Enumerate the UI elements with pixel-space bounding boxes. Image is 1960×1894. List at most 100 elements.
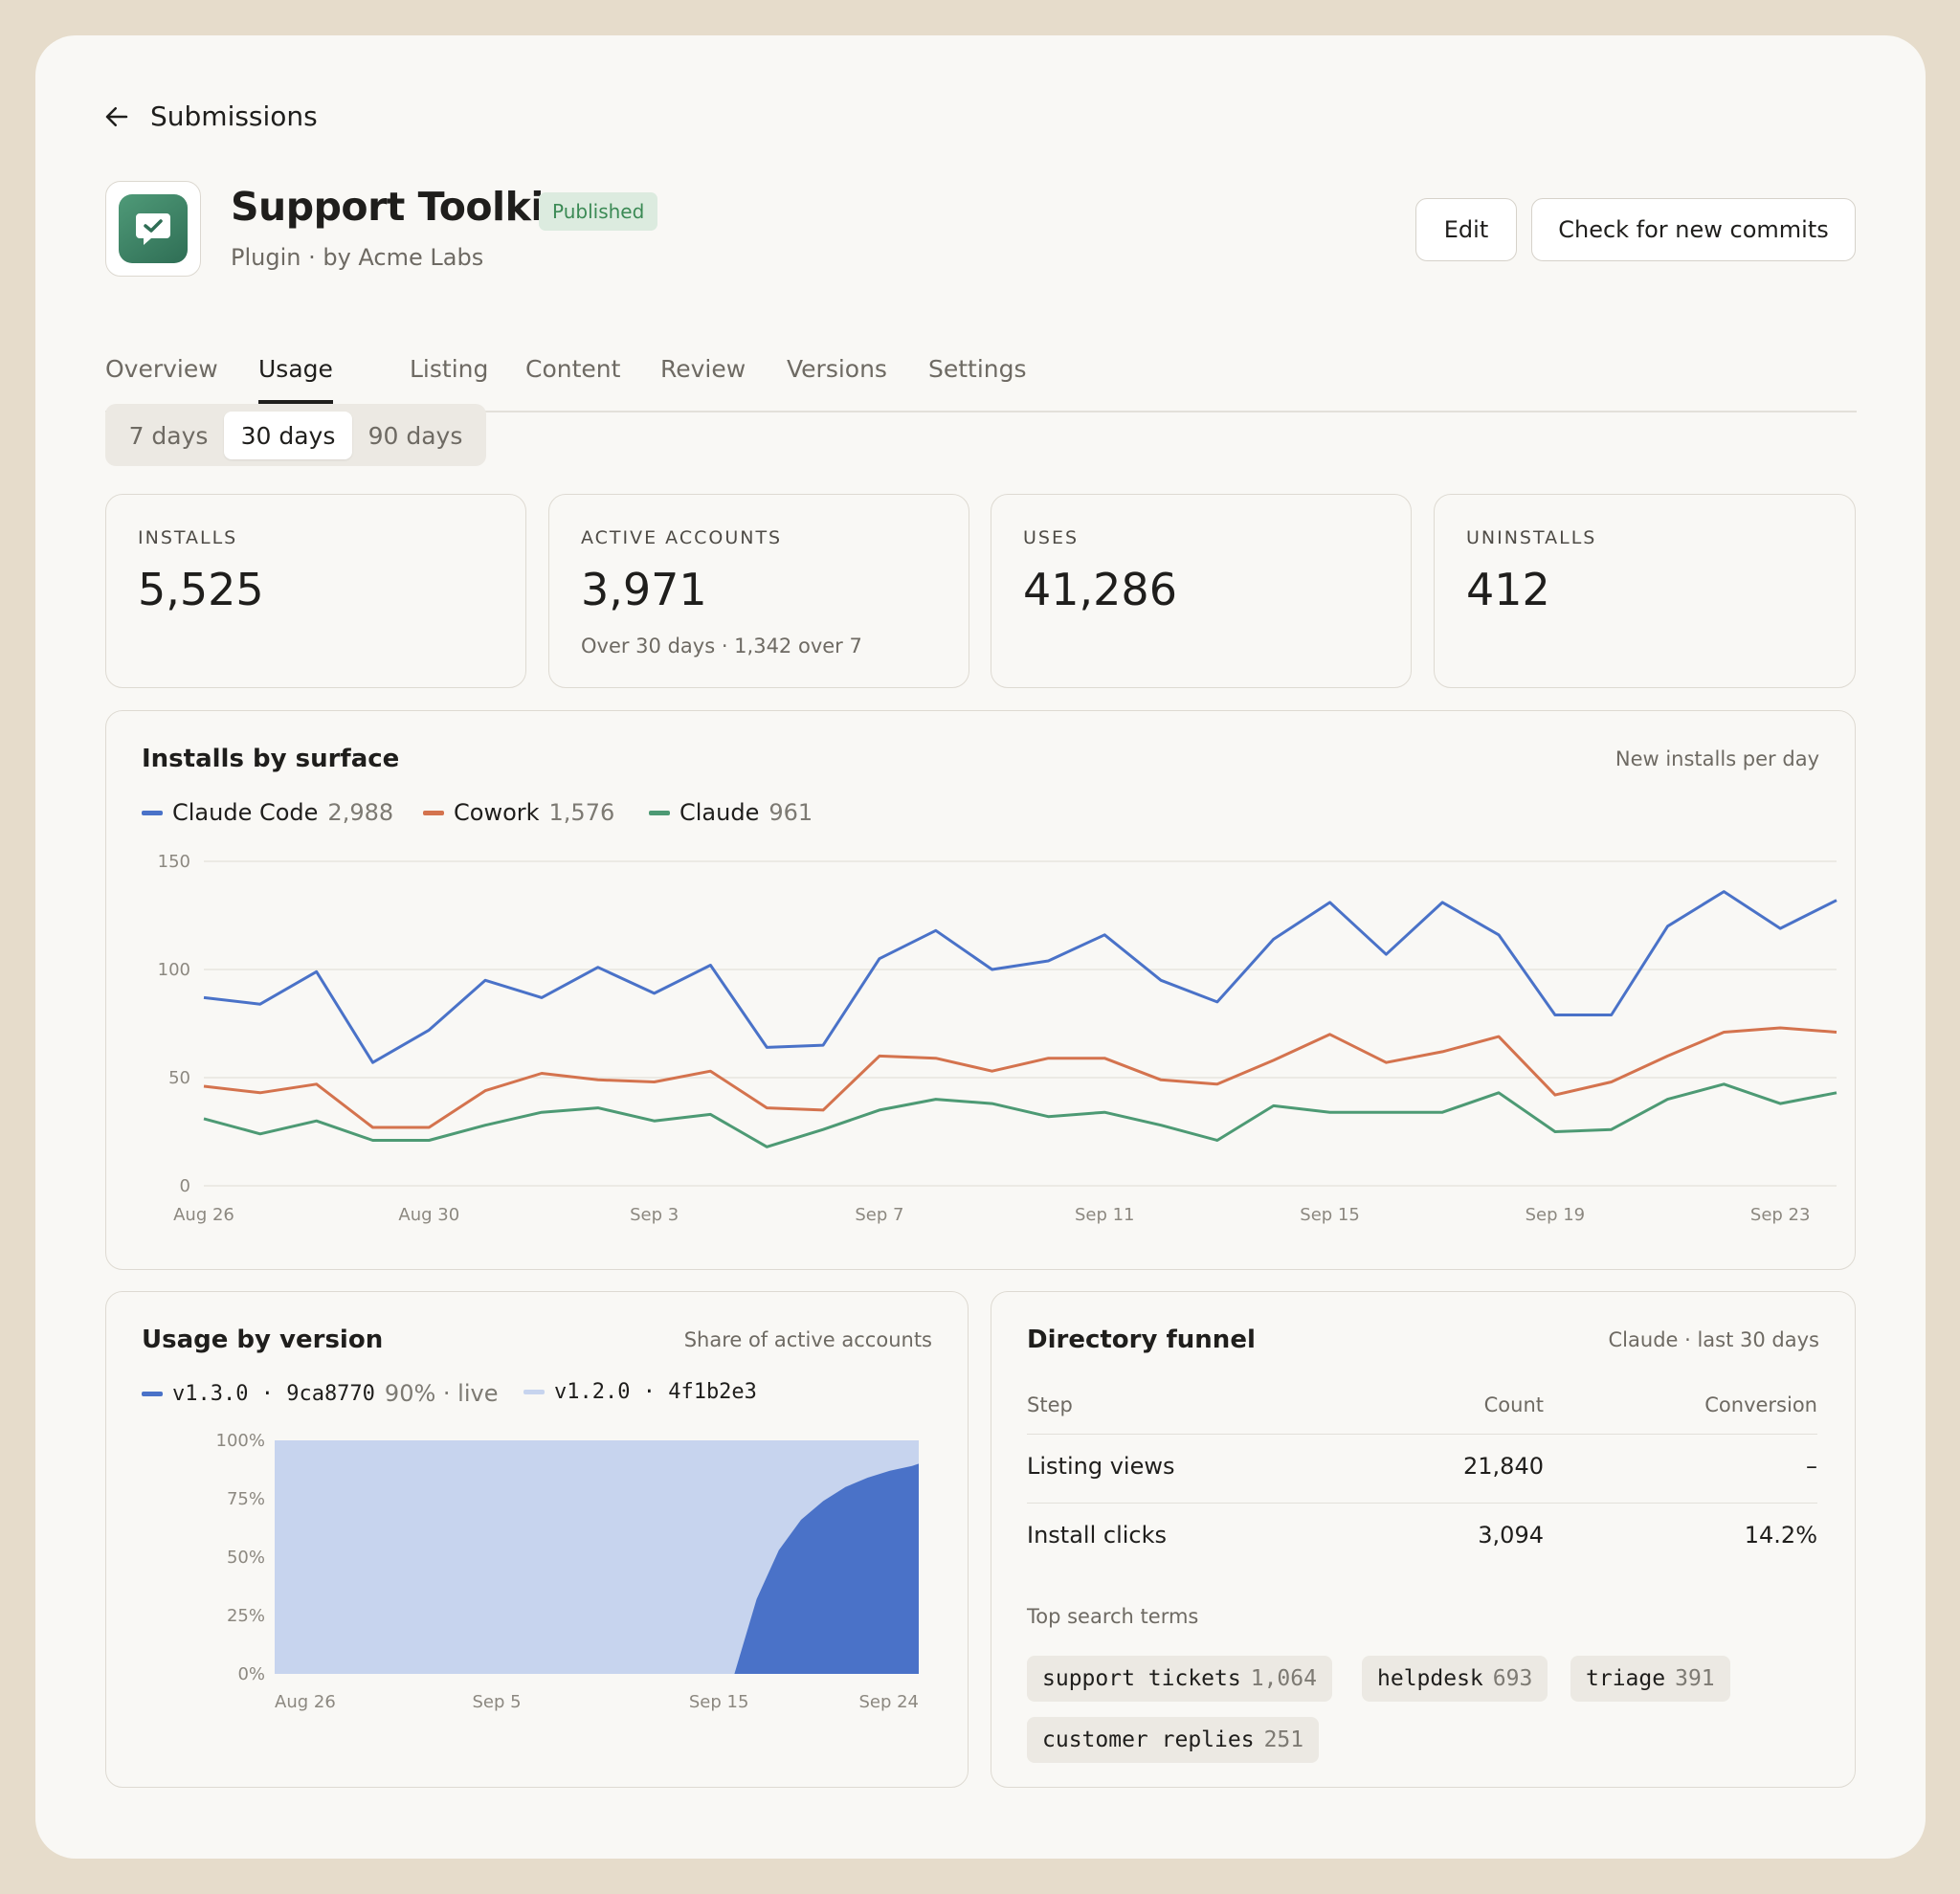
tab-versions[interactable]: Versions xyxy=(787,355,887,383)
legend-item-claude-code: Claude Code 2,988 xyxy=(142,799,393,826)
range-90-days[interactable]: 90 days xyxy=(368,421,463,450)
chart-note: New installs per day xyxy=(1615,747,1819,770)
back-link[interactable]: Submissions xyxy=(102,100,318,132)
range-selector: 7 days 30 days 90 days xyxy=(105,404,486,466)
stat-label: ACTIVE ACCOUNTS xyxy=(581,527,783,548)
row-count: 3,094 xyxy=(1478,1522,1544,1549)
term-count: 251 xyxy=(1263,1727,1304,1752)
chart-title: Installs by surface xyxy=(142,745,400,773)
y-tick-label: 50% xyxy=(227,1548,265,1568)
row-conversion: – xyxy=(1806,1453,1817,1480)
term-text: helpdesk xyxy=(1377,1666,1483,1691)
legend-item-claude: Claude 961 xyxy=(649,799,813,826)
legend-total: 1,576 xyxy=(548,799,615,826)
stat-card-uses: USES 41,286 xyxy=(991,494,1412,688)
legend-total: 2,988 xyxy=(327,799,394,826)
x-tick-label: Aug 30 xyxy=(398,1205,459,1225)
legend-swatch xyxy=(523,1390,545,1394)
edit-button[interactable]: Edit xyxy=(1415,198,1517,261)
legend-swatch xyxy=(423,810,444,815)
y-tick-label: 100% xyxy=(216,1431,265,1451)
y-tick-label: 75% xyxy=(227,1489,265,1509)
range-7-days[interactable]: 7 days xyxy=(128,421,209,450)
header-conversion: Conversion xyxy=(1704,1393,1817,1416)
stat-subtext: Over 30 days · 1,342 over 7 xyxy=(581,635,862,657)
funnel-note: Claude · last 30 days xyxy=(1608,1328,1819,1351)
legend-item-v120: v1.2.0 · 4f1b2e3 xyxy=(523,1380,757,1404)
page-title: Support Toolkit xyxy=(231,184,563,230)
tab-settings[interactable]: Settings xyxy=(928,355,1027,383)
term-text: support tickets xyxy=(1042,1666,1241,1691)
plugin-icon xyxy=(105,181,201,277)
legend-swatch xyxy=(142,810,163,815)
search-term-chip[interactable]: helpdesk 693 xyxy=(1362,1656,1548,1702)
range-30-days[interactable]: 30 days xyxy=(224,412,352,459)
stat-card-uninstalls: UNINSTALLS 412 xyxy=(1434,494,1856,688)
plugin-subtitle: Plugin · by Acme Labs xyxy=(231,244,484,271)
term-text: triage xyxy=(1586,1666,1666,1691)
installs-chart-card: Installs by surface New installs per day… xyxy=(105,710,1856,1270)
row-count: 21,840 xyxy=(1463,1453,1544,1480)
row-step: Listing views xyxy=(1027,1453,1175,1480)
x-tick-label: Sep 11 xyxy=(1075,1205,1135,1225)
x-tick-label: Aug 26 xyxy=(275,1692,336,1712)
tab-usage[interactable]: Usage xyxy=(258,355,333,404)
term-text: customer replies xyxy=(1042,1727,1255,1752)
legend-item-v130: v1.3.0 · 9ca8770 90% · live xyxy=(142,1380,498,1407)
series-line-cowork xyxy=(203,1026,1838,1129)
stat-value: 412 xyxy=(1466,564,1550,615)
term-count: 1,064 xyxy=(1250,1666,1317,1691)
x-tick-label: Sep 24 xyxy=(858,1692,919,1712)
y-tick-label: 100 xyxy=(158,960,190,980)
tab-review[interactable]: Review xyxy=(660,355,746,383)
tab-listing[interactable]: Listing xyxy=(410,355,489,383)
table-row: Listing views 21,840 – xyxy=(1027,1434,1817,1504)
stat-card-installs: INSTALLS 5,525 xyxy=(105,494,526,688)
stat-label: UNINSTALLS xyxy=(1466,527,1597,548)
y-tick-label: 0 xyxy=(180,1176,190,1196)
stat-label: USES xyxy=(1023,527,1080,548)
funnel-title: Directory funnel xyxy=(1027,1326,1256,1354)
installs-line-chart: 0 50 100 150 Aug 26 Aug 30 Sep 3 Sep 7 Sep 11 Sep… xyxy=(158,852,1838,1225)
chat-check-icon xyxy=(136,213,170,245)
app-window: Submissions Support Toolkit Published Pl… xyxy=(35,35,1926,1859)
arrow-left-icon xyxy=(105,106,128,126)
legend-item-cowork: Cowork 1,576 xyxy=(423,799,614,826)
legend-swatch xyxy=(649,810,670,815)
y-tick-label: 150 xyxy=(158,852,190,872)
check-commits-button[interactable]: Check for new commits xyxy=(1531,198,1856,261)
x-tick-label: Sep 15 xyxy=(689,1692,749,1712)
legend-name: Claude Code xyxy=(172,799,319,826)
table-row: Install clicks 3,094 14.2% xyxy=(1027,1503,1817,1571)
legend-swatch xyxy=(142,1391,163,1396)
x-tick-label: Sep 5 xyxy=(473,1692,522,1712)
term-count: 693 xyxy=(1492,1666,1533,1691)
x-tick-label: Sep 19 xyxy=(1526,1205,1586,1225)
y-tick-label: 0% xyxy=(237,1664,265,1684)
tab-content[interactable]: Content xyxy=(525,355,621,383)
legend-total: 961 xyxy=(768,799,813,826)
x-tick-label: Sep 23 xyxy=(1750,1205,1811,1225)
header-count: Count xyxy=(1483,1393,1544,1416)
search-term-chip[interactable]: support tickets 1,064 xyxy=(1027,1656,1332,1702)
search-term-chip[interactable]: customer replies 251 xyxy=(1027,1717,1320,1763)
legend-name: Claude xyxy=(679,799,760,826)
series-area-v130 xyxy=(275,1463,919,1674)
tab-bar: Overview Usage Listing Content Review Ve… xyxy=(105,342,1857,412)
x-tick-label: Sep 7 xyxy=(855,1205,903,1225)
version-area-chart: 0% 25% 50% 75% 100% Aug 26 Sep 5 Sep 15 Sep 24 xyxy=(216,1431,919,1712)
version-chart-card: Usage by version Share of active account… xyxy=(105,1291,969,1788)
series-line-claude-code xyxy=(203,890,1838,1064)
y-tick-label: 25% xyxy=(227,1606,265,1626)
x-tick-label: Aug 26 xyxy=(173,1205,234,1225)
search-term-chip[interactable]: triage 391 xyxy=(1570,1656,1730,1702)
header-step: Step xyxy=(1027,1393,1073,1416)
legend-name: Cowork xyxy=(454,799,540,826)
row-conversion: 14.2% xyxy=(1744,1522,1817,1549)
stat-label: INSTALLS xyxy=(138,527,238,548)
term-count: 391 xyxy=(1675,1666,1715,1691)
tab-overview[interactable]: Overview xyxy=(105,355,218,383)
stat-value: 3,971 xyxy=(581,564,707,615)
legend-name: v1.3.0 · 9ca8770 xyxy=(172,1381,375,1406)
x-tick-label: Sep 3 xyxy=(630,1205,679,1225)
